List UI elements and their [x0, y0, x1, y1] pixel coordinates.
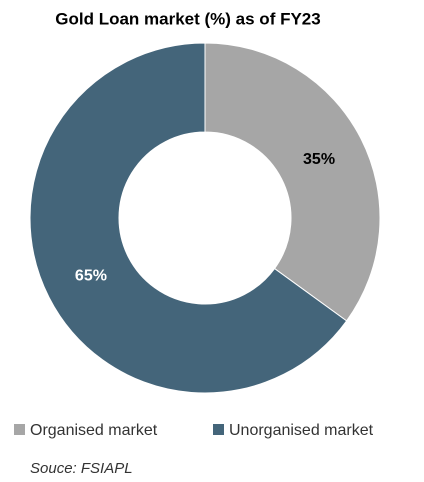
source-note: Souce: FSIAPL: [30, 460, 133, 477]
data-label: 65%: [75, 267, 107, 284]
legend-label: Organised market: [30, 422, 158, 439]
legend-swatch: [14, 424, 25, 435]
donut-slice: [29, 42, 348, 394]
legend-label: Unorganised market: [229, 422, 374, 439]
data-label: 35%: [303, 151, 335, 168]
chart-title: Gold Loan market (%) as of FY23: [55, 9, 320, 28]
legend-swatch: [213, 424, 224, 435]
donut-slice: [204, 42, 381, 322]
